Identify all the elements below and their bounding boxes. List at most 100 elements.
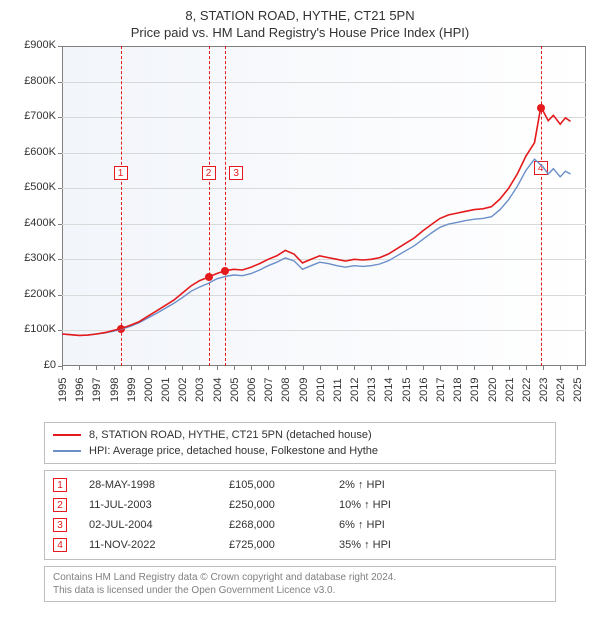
sale-number: 1 xyxy=(53,478,67,492)
sale-price: £105,000 xyxy=(229,479,339,491)
titles: 8, STATION ROAD, HYTHE, CT21 5PN Price p… xyxy=(10,8,590,40)
x-axis-label: 2002 xyxy=(177,378,189,402)
x-axis-label: 2000 xyxy=(143,378,155,402)
x-axis-label: 2019 xyxy=(469,378,481,402)
chart: £0£100K£200K£300K£400K£500K£600K£700K£80… xyxy=(14,46,586,416)
x-tick xyxy=(62,366,63,370)
x-tick xyxy=(543,366,544,370)
x-tick xyxy=(526,366,527,370)
x-axis-label: 2011 xyxy=(332,378,344,402)
x-axis-label: 2023 xyxy=(538,378,550,402)
x-axis-label: 2012 xyxy=(349,378,361,402)
x-tick xyxy=(131,366,132,370)
x-tick xyxy=(371,366,372,370)
x-tick xyxy=(114,366,115,370)
x-axis-label: 2021 xyxy=(504,378,516,402)
x-tick xyxy=(96,366,97,370)
legend-swatch-b xyxy=(53,450,81,452)
x-tick xyxy=(560,366,561,370)
chart-svg xyxy=(14,46,586,366)
x-tick xyxy=(354,366,355,370)
x-tick xyxy=(440,366,441,370)
x-axis-label: 2025 xyxy=(572,378,584,402)
sale-number: 3 xyxy=(53,518,67,532)
x-tick xyxy=(303,366,304,370)
legend-label-b: HPI: Average price, detached house, Folk… xyxy=(89,445,378,457)
x-tick xyxy=(509,366,510,370)
sale-row: 4 11-NOV-2022£725,00035% ↑ HPI xyxy=(53,535,547,555)
x-axis-label: 1997 xyxy=(91,378,103,402)
x-axis-label: 2015 xyxy=(401,378,413,402)
x-tick xyxy=(148,366,149,370)
x-axis-label: 2010 xyxy=(315,378,327,402)
x-tick xyxy=(388,366,389,370)
sale-table: 1 28-MAY-1998£105,0002% ↑ HPI 2 11-JUL-2003… xyxy=(44,470,556,560)
x-axis-label: 2007 xyxy=(263,378,275,402)
series-hpi xyxy=(62,159,571,335)
x-axis-label: 1995 xyxy=(57,378,69,402)
x-axis-label: 2017 xyxy=(435,378,447,402)
legend-label-a: 8, STATION ROAD, HYTHE, CT21 5PN (detach… xyxy=(89,429,372,441)
x-tick xyxy=(268,366,269,370)
sale-price: £250,000 xyxy=(229,499,339,511)
x-axis-label: 2016 xyxy=(418,378,430,402)
x-axis-label: 2003 xyxy=(194,378,206,402)
x-tick xyxy=(337,366,338,370)
x-tick xyxy=(285,366,286,370)
x-tick xyxy=(320,366,321,370)
x-axis-label: 2009 xyxy=(298,378,310,402)
sale-row: 2 11-JUL-2003£250,00010% ↑ HPI xyxy=(53,495,547,515)
sale-delta: 6% ↑ HPI xyxy=(339,519,419,531)
x-tick xyxy=(492,366,493,370)
sale-date: 11-NOV-2022 xyxy=(89,539,229,551)
x-tick xyxy=(423,366,424,370)
sale-price: £725,000 xyxy=(229,539,339,551)
x-axis-label: 2001 xyxy=(160,378,172,402)
title-subtitle: Price paid vs. HM Land Registry's House … xyxy=(10,25,590,40)
sale-row: 1 28-MAY-1998£105,0002% ↑ HPI xyxy=(53,475,547,495)
x-tick xyxy=(457,366,458,370)
x-axis-label: 1998 xyxy=(109,378,121,402)
x-axis-label: 2013 xyxy=(366,378,378,402)
sale-number: 2 xyxy=(53,498,67,512)
legend-row-b: HPI: Average price, detached house, Folk… xyxy=(53,443,547,459)
sale-number: 4 xyxy=(53,538,67,552)
sale-delta: 10% ↑ HPI xyxy=(339,499,419,511)
sale-date: 02-JUL-2004 xyxy=(89,519,229,531)
x-axis-label: 2024 xyxy=(555,378,567,402)
x-axis-label: 2004 xyxy=(212,378,224,402)
x-tick xyxy=(234,366,235,370)
x-axis-label: 2005 xyxy=(229,378,241,402)
legend-swatch-a xyxy=(53,434,81,436)
x-tick xyxy=(474,366,475,370)
footnote: Contains HM Land Registry data © Crown c… xyxy=(44,566,556,602)
legend: 8, STATION ROAD, HYTHE, CT21 5PN (detach… xyxy=(44,422,556,464)
title-address: 8, STATION ROAD, HYTHE, CT21 5PN xyxy=(10,8,590,23)
sale-date: 28-MAY-1998 xyxy=(89,479,229,491)
x-tick xyxy=(165,366,166,370)
x-tick xyxy=(217,366,218,370)
sale-delta: 2% ↑ HPI xyxy=(339,479,419,491)
sale-price: £268,000 xyxy=(229,519,339,531)
x-axis-label: 2020 xyxy=(487,378,499,402)
page: 8, STATION ROAD, HYTHE, CT21 5PN Price p… xyxy=(0,0,600,620)
x-tick xyxy=(199,366,200,370)
series-property xyxy=(62,108,571,335)
x-tick xyxy=(182,366,183,370)
legend-row-a: 8, STATION ROAD, HYTHE, CT21 5PN (detach… xyxy=(53,427,547,443)
x-axis-label: 1996 xyxy=(74,378,86,402)
sale-row: 3 02-JUL-2004£268,0006% ↑ HPI xyxy=(53,515,547,535)
x-tick xyxy=(406,366,407,370)
sale-delta: 35% ↑ HPI xyxy=(339,539,419,551)
footnote-line2: This data is licensed under the Open Gov… xyxy=(53,584,547,597)
x-axis-label: 2022 xyxy=(521,378,533,402)
x-tick xyxy=(79,366,80,370)
sale-date: 11-JUL-2003 xyxy=(89,499,229,511)
x-axis-label: 2014 xyxy=(383,378,395,402)
x-axis-label: 2006 xyxy=(246,378,258,402)
x-tick xyxy=(251,366,252,370)
x-tick xyxy=(577,366,578,370)
x-axis-label: 2008 xyxy=(280,378,292,402)
x-axis-label: 1999 xyxy=(126,378,138,402)
x-axis-label: 2018 xyxy=(452,378,464,402)
